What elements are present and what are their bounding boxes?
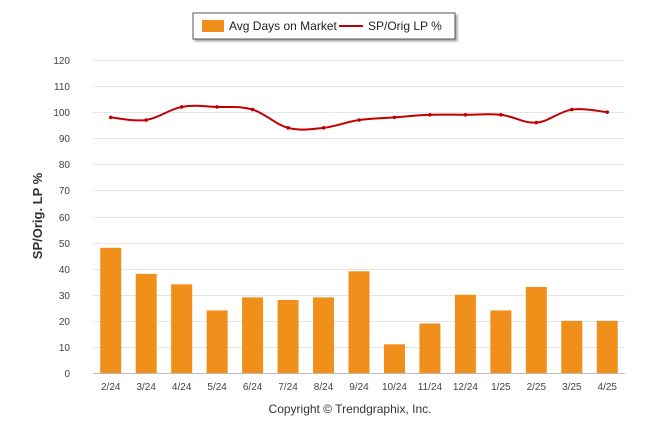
- legend-swatch-avg-days: [202, 20, 224, 32]
- bar: [419, 323, 441, 373]
- line-point: [250, 107, 255, 112]
- y-tick-label: 70: [59, 186, 71, 197]
- x-tick-label: 10/24: [382, 382, 407, 393]
- line-point: [392, 115, 397, 120]
- line-series: [108, 104, 610, 131]
- bar: [596, 320, 618, 373]
- x-tick-label: 2/24: [101, 382, 121, 393]
- line-point: [499, 112, 503, 117]
- y-tick-label: 30: [59, 291, 71, 302]
- line-point: [357, 118, 361, 122]
- bar: [454, 294, 476, 373]
- line-point: [108, 115, 113, 120]
- x-axis-ticks: 2/24 3/24 4/24 5/24 6/24 7/24 8/24 9/24 10/24 11/…: [101, 382, 617, 393]
- x-tick-label: 7/24: [278, 382, 298, 393]
- y-tick-label: 80: [59, 160, 71, 171]
- line-point: [179, 105, 184, 109]
- y-tick-label: 110: [54, 82, 70, 93]
- bar: [383, 344, 405, 373]
- bar: [348, 271, 370, 373]
- x-tick-label: 11/24: [418, 382, 443, 393]
- bar: [100, 247, 122, 373]
- line-point: [215, 105, 219, 109]
- legend-label-avg-days: Avg Days on Market: [229, 19, 337, 33]
- y-tick-label: 100: [53, 108, 70, 119]
- x-tick-label: 12/24: [453, 382, 478, 393]
- line-point: [463, 112, 468, 117]
- copyright-text: Copyright © Trendgraphix, Inc.: [269, 402, 432, 416]
- y-axis-title: SP/Orig. LP %: [30, 172, 45, 259]
- line-point: [144, 118, 148, 122]
- bar: [206, 310, 228, 373]
- x-tick-label: 6/24: [243, 382, 263, 393]
- x-tick-label: 4/24: [172, 382, 192, 393]
- bar: [277, 299, 299, 373]
- line-point: [286, 126, 290, 130]
- y-tick-label: 50: [59, 239, 71, 250]
- x-tick-label: 4/25: [598, 382, 618, 393]
- legend: Avg Days on Market SP/Orig LP %: [192, 12, 456, 40]
- y-axis-ticks: 0 10 20 30 40 50 60 70 80 90 100 110 120: [53, 56, 70, 380]
- y-tick-label: 0: [64, 369, 70, 380]
- line-point: [321, 126, 326, 130]
- legend-box: [192, 12, 456, 40]
- x-tick-label: 9/24: [349, 382, 369, 393]
- bar: [490, 310, 512, 373]
- legend-label-sp-orig: SP/Orig LP %: [368, 19, 442, 33]
- bar: [135, 273, 157, 373]
- y-tick-label: 20: [59, 317, 71, 328]
- bar: [242, 297, 264, 373]
- bar-series: [100, 247, 618, 373]
- x-tick-label: 8/24: [314, 382, 334, 393]
- y-tick-label: 60: [59, 213, 71, 224]
- y-tick-label: 120: [53, 56, 70, 67]
- bar: [561, 320, 583, 373]
- x-tick-label: 1/25: [491, 382, 511, 393]
- y-tick-label: 10: [59, 343, 71, 354]
- bar: [313, 297, 335, 373]
- x-tick-label: 3/25: [562, 382, 582, 393]
- bar: [525, 286, 547, 373]
- line-point: [428, 112, 432, 117]
- sp-orig-lp-line: [110, 104, 608, 131]
- y-tick-label: 90: [59, 134, 71, 145]
- line-point: [605, 110, 610, 114]
- x-tick-label: 5/24: [207, 382, 227, 393]
- line-point: [570, 107, 574, 112]
- bar: [171, 284, 193, 373]
- x-tick-label: 2/25: [527, 382, 547, 393]
- y-tick-label: 40: [59, 265, 71, 276]
- x-tick-label: 3/24: [136, 382, 156, 393]
- line-point: [534, 120, 539, 125]
